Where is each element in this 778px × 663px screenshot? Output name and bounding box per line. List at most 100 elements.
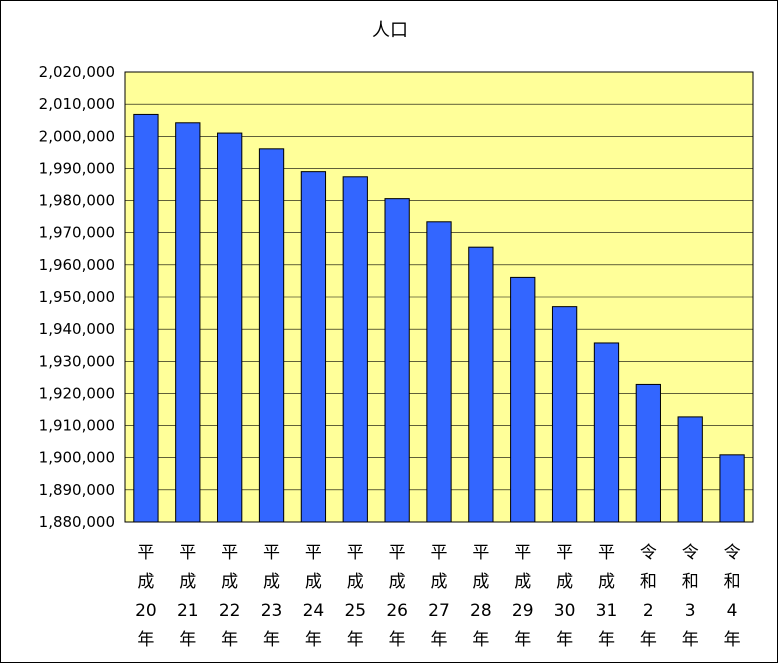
x-category-label-part: 令 [640, 543, 657, 563]
x-category-label: 令和 4 年 [724, 543, 741, 650]
x-category-label: 平成 20 年 [135, 543, 157, 650]
x-category-label-part: 成 [472, 572, 489, 592]
x-category-label: 平成 25 年 [344, 543, 366, 650]
x-category-label-part: 年 [514, 630, 531, 650]
x-category-label: 令和 3 年 [682, 543, 699, 650]
y-tick-label: 1,920,000 [39, 384, 115, 402]
x-category-label-part: 28 [470, 601, 492, 621]
bar [719, 454, 745, 523]
x-category-label-part: 平 [179, 543, 196, 563]
x-category-label-part: 年 [179, 630, 196, 650]
x-category-label-part: 20 [135, 601, 157, 621]
x-category-label-part: 成 [179, 572, 196, 592]
x-category-label: 平成 30 年 [554, 543, 576, 650]
y-tick-label: 1,940,000 [39, 320, 115, 338]
y-tick-label: 1,950,000 [39, 288, 115, 306]
x-category-label: 令和 2 年 [640, 543, 657, 650]
x-category-label-part: 和 [724, 572, 741, 592]
x-category-label-part: 成 [221, 572, 238, 592]
x-category-label-part: 平 [221, 543, 238, 563]
chart-title: 人口 [372, 20, 408, 41]
y-tick-label: 1,960,000 [39, 256, 115, 274]
x-category-label-part: 年 [640, 630, 657, 650]
y-tick-label: 1,980,000 [39, 192, 115, 210]
bar [175, 122, 201, 523]
x-category-label-part: 年 [724, 630, 741, 650]
x-category-label-part: 平 [556, 543, 573, 563]
x-category-label-part: 平 [431, 543, 448, 563]
x-axis-category-labels: 平成20年平成21年平成22年平成23年平成24年平成25年平成26年平成27年… [135, 543, 740, 650]
bar [551, 306, 578, 523]
x-category-label-part: 成 [431, 572, 448, 592]
x-category-label-part: 年 [598, 630, 615, 650]
x-category-label-part: 成 [347, 572, 364, 592]
x-category-label-part: 成 [263, 572, 280, 592]
x-category-label-part: 成 [556, 572, 573, 592]
x-category-label-part: 25 [344, 601, 366, 621]
x-category-label-part: 令 [682, 543, 699, 563]
x-category-label-part: 年 [347, 630, 364, 650]
x-category-label-part: 年 [556, 630, 573, 650]
x-category-label-part: 令 [724, 543, 741, 563]
bars [133, 113, 745, 523]
y-tick-label: 1,880,000 [39, 513, 115, 531]
x-category-label: 平成 27 年 [428, 543, 450, 650]
x-category-label-part: 26 [386, 601, 408, 621]
x-category-label-part: 年 [431, 630, 448, 650]
x-category-label-part: 年 [263, 630, 280, 650]
x-category-label-part: 年 [682, 630, 699, 650]
x-category-label-part: 3 [685, 601, 696, 621]
x-category-label-part: 和 [640, 572, 657, 592]
x-category-label-part: 27 [428, 601, 450, 621]
y-tick-label: 1,890,000 [39, 481, 115, 499]
y-tick-label: 2,020,000 [39, 63, 115, 81]
y-tick-label: 2,010,000 [39, 95, 115, 113]
bar [426, 221, 452, 523]
x-category-label-part: 年 [221, 630, 238, 650]
bar [258, 148, 285, 523]
x-category-label-part: 平 [514, 543, 531, 563]
x-category-label-part: 成 [514, 572, 531, 592]
x-category-label-part: 成 [389, 572, 406, 592]
bar [593, 342, 620, 523]
x-category-label-part: 平 [598, 543, 615, 563]
x-category-label: 平成 29 年 [512, 543, 534, 650]
bar [635, 383, 661, 523]
x-category-label-part: 30 [554, 601, 576, 621]
x-category-label-part: 31 [596, 601, 618, 621]
x-category-label-part: 年 [389, 630, 406, 650]
x-category-label-part: 22 [219, 601, 241, 621]
x-category-label: 平成 26 年 [386, 543, 408, 650]
x-category-label: 平成 24 年 [303, 543, 325, 650]
y-tick-label: 1,970,000 [39, 224, 115, 242]
bar [342, 176, 368, 523]
bar [384, 198, 410, 523]
x-category-label-part: 成 [598, 572, 615, 592]
x-category-label-part: 平 [305, 543, 322, 563]
x-category-label-part: 24 [303, 601, 325, 621]
y-tick-label: 1,910,000 [39, 417, 115, 435]
x-category-label-part: 平 [347, 543, 364, 563]
x-category-label: 平成 23 年 [261, 543, 283, 650]
x-category-label-part: 和 [682, 572, 699, 592]
x-category-label-part: 平 [389, 543, 406, 563]
x-category-label-part: 平 [263, 543, 280, 563]
bar [300, 171, 327, 523]
y-axis-tick-labels: 2,020,000 2,010,000 2,000,000 1,990,000 1,98… [39, 63, 115, 531]
x-category-label: 平成 22 年 [219, 543, 241, 650]
x-category-label-part: 29 [512, 601, 534, 621]
y-tick-label: 2,000,000 [39, 127, 115, 145]
x-category-label: 平成 21 年 [177, 543, 199, 650]
x-category-label: 平成 28 年 [470, 543, 492, 650]
x-category-label-part: 年 [472, 630, 489, 650]
y-tick-label: 1,930,000 [39, 352, 115, 370]
bar [677, 416, 703, 523]
x-category-label: 平成 31 年 [596, 543, 618, 650]
x-category-label-part: 成 [305, 572, 322, 592]
x-category-label-part: 平 [137, 543, 154, 563]
x-category-label-part: 年 [305, 630, 322, 650]
x-category-label-part: 21 [177, 601, 199, 621]
y-tick-label: 1,900,000 [39, 449, 115, 467]
x-category-label-part: 平 [472, 543, 489, 563]
x-category-label-part: 年 [137, 630, 154, 650]
